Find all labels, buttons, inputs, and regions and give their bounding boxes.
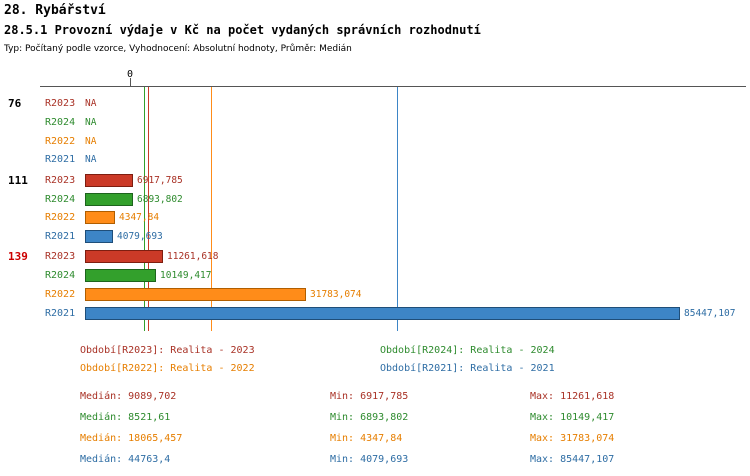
bar-value-label: 6917,785 <box>137 174 183 186</box>
bar-value-label: 4347,84 <box>119 212 160 224</box>
bar-value-label: 31783,074 <box>310 289 362 300</box>
x-axis-zero-label: 0 <box>126 69 134 80</box>
series-row-label: R2021 <box>45 154 76 166</box>
bar-value-label: 6893,802 <box>137 193 183 205</box>
x-axis-line <box>40 86 746 87</box>
bar-r2023 <box>85 250 163 264</box>
median-line-r2024 <box>144 87 145 331</box>
report-title: 28. Rybářství <box>4 3 106 18</box>
series-row-label: R2024 <box>45 270 76 282</box>
stat-max-r2024: Max: 10149,417 <box>530 412 615 423</box>
stat-min-r2024: Min: 6893,802 <box>330 412 409 423</box>
bar-r2021 <box>85 306 680 320</box>
stat-min-r2021: Min: 4079,693 <box>330 454 409 465</box>
series-row-label: R2021 <box>45 307 76 319</box>
series-row-label: R2024 <box>45 116 76 128</box>
stat-max-r2021: Max: 85447,107 <box>530 454 615 465</box>
bar-r2024 <box>85 269 156 283</box>
bar-value-label: NA <box>85 135 97 147</box>
stat-median-r2023: Medián: 9089,702 <box>80 391 177 402</box>
stat-max-r2023: Max: 11261,618 <box>530 391 615 402</box>
bar-value-label: NA <box>85 116 97 128</box>
legend-item-r2022: Období[R2022]: Realita - 2022 <box>80 363 255 374</box>
legend-item-r2023: Období[R2023]: Realita - 2023 <box>80 345 255 356</box>
stat-min-r2023: Min: 6917,785 <box>330 391 409 402</box>
stat-min-r2022: Min: 4347,84 <box>330 433 403 444</box>
series-row-label: R2021 <box>45 231 76 243</box>
bar-value-label: NA <box>85 154 97 166</box>
stat-median-r2022: Medián: 18065,457 <box>80 433 183 444</box>
group-label: 111 <box>8 173 28 187</box>
bar-r2023 <box>85 173 133 187</box>
series-row-label: R2022 <box>45 289 76 300</box>
bar-value-label: 4079,693 <box>117 231 163 243</box>
legend-item-r2024: Období[R2024]: Realita - 2024 <box>380 345 555 356</box>
bar-value-label: 85447,107 <box>684 307 736 319</box>
legend-item-r2021: Období[R2021]: Realita - 2021 <box>380 363 555 374</box>
x-axis-zero-tick <box>130 78 131 86</box>
bar-r2022 <box>85 288 306 301</box>
series-row-label: R2022 <box>45 135 76 147</box>
group-label: 139 <box>8 250 28 264</box>
series-row-label: R2022 <box>45 212 76 224</box>
series-row-label: R2024 <box>45 193 76 205</box>
bar-value-label: NA <box>85 98 97 109</box>
stat-median-r2024: Medián: 8521,61 <box>80 412 171 423</box>
report-meta: Typ: Počítaný podle vzorce, Vyhodnocení:… <box>4 44 352 54</box>
chart-title: 28.5.1 Provozní výdaje v Kč na počet vyd… <box>4 23 481 37</box>
stat-max-r2022: Max: 31783,074 <box>530 433 615 444</box>
median-line-r2021 <box>397 87 398 331</box>
bar-value-label: 11261,618 <box>167 251 219 263</box>
series-row-label: R2023 <box>45 98 76 109</box>
bar-r2021 <box>85 230 113 244</box>
group-label: 76 <box>8 97 22 110</box>
median-line-r2023 <box>148 87 149 331</box>
median-line-r2022 <box>211 87 212 331</box>
bar-r2024 <box>85 192 133 206</box>
series-row-label: R2023 <box>45 174 76 186</box>
bar-value-label: 10149,417 <box>160 270 212 282</box>
series-row-label: R2023 <box>45 251 76 263</box>
stat-median-r2021: Medián: 44763,4 <box>80 454 171 465</box>
bar-r2022 <box>85 211 115 225</box>
